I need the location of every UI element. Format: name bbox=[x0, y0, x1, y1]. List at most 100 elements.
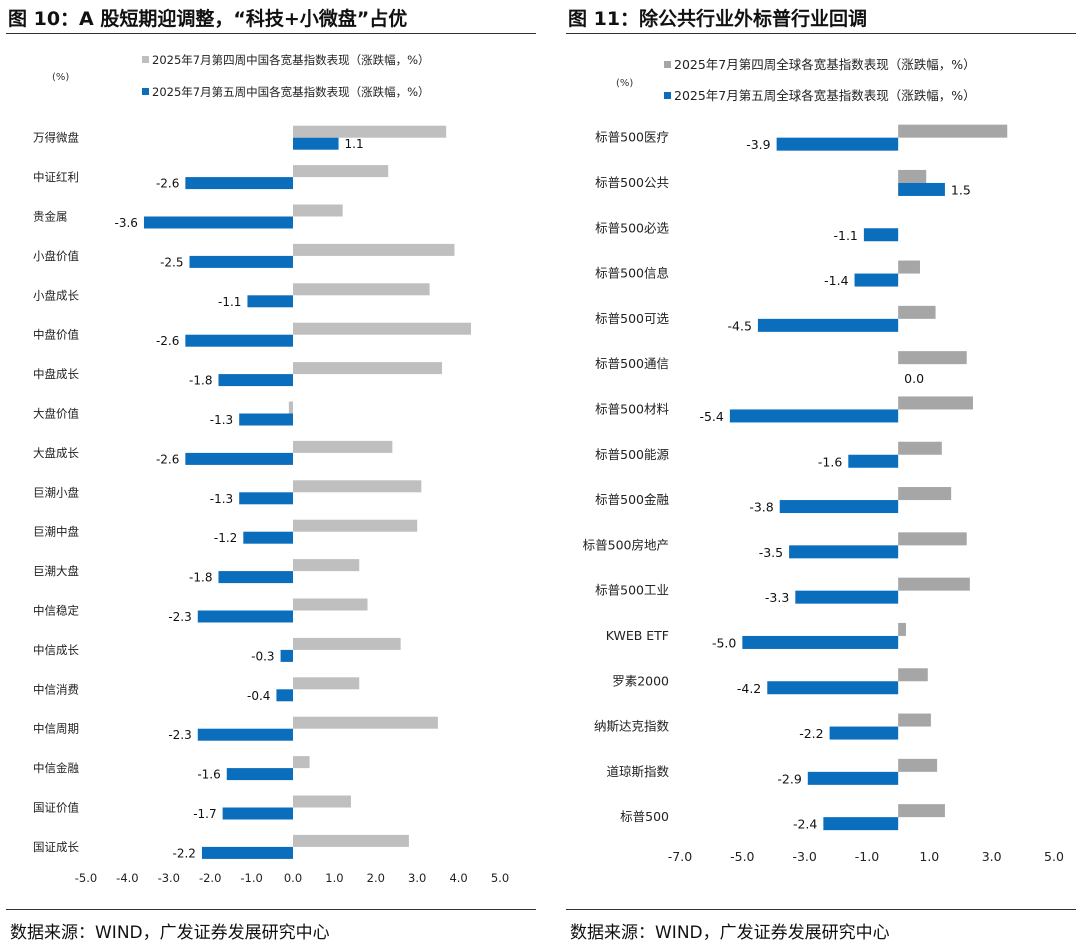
category-label: 贵金属 bbox=[33, 210, 68, 224]
bar-series-2 bbox=[779, 500, 899, 514]
bar-series-2 bbox=[829, 726, 899, 740]
x-tick-label: 1.0 bbox=[919, 849, 939, 864]
data-label: -2.9 bbox=[777, 771, 801, 786]
category-label: 标普500工业 bbox=[595, 583, 669, 598]
category-label: 标普500可选 bbox=[595, 311, 669, 326]
bar-series-2 bbox=[742, 635, 899, 649]
category-label: 罗素2000 bbox=[612, 673, 669, 688]
bar-series-1 bbox=[293, 480, 422, 493]
bar-series-1 bbox=[898, 758, 938, 772]
category-label: 巨潮大盘 bbox=[33, 564, 79, 578]
bar-series-1 bbox=[898, 124, 1008, 138]
data-label: -1.7 bbox=[193, 807, 216, 821]
category-label: KWEB ETF bbox=[606, 628, 669, 643]
bar-series-1 bbox=[293, 362, 443, 375]
x-tick-label: -5.0 bbox=[75, 871, 97, 885]
data-label: -1.6 bbox=[197, 768, 220, 782]
data-label: -1.8 bbox=[189, 374, 212, 388]
category-label: 标普500能源 bbox=[595, 447, 669, 462]
figure-11-title-rule bbox=[566, 33, 1076, 34]
category-label: 标普500信息 bbox=[595, 266, 669, 281]
bar-series-1 bbox=[293, 283, 430, 296]
figure-10-panel: 图 10：A 股短期迎调整，“科技+小微盘”占优 (%) 2025年7月第四周中国… bbox=[6, 8, 536, 943]
bar-series-2 bbox=[197, 610, 293, 623]
data-label: 0.0 bbox=[904, 371, 924, 386]
category-label: 标普500必选 bbox=[595, 220, 669, 235]
bar-series-2 bbox=[239, 413, 293, 426]
bar-series-1 bbox=[898, 260, 920, 274]
bar-series-2 bbox=[767, 681, 899, 695]
data-label: -5.0 bbox=[712, 635, 736, 650]
category-label: 中证红利 bbox=[33, 170, 79, 184]
category-label: 中信稳定 bbox=[33, 604, 79, 618]
legend-swatch-2 bbox=[664, 92, 671, 99]
bar-series-1 bbox=[293, 322, 472, 335]
x-tick-label: -1.0 bbox=[855, 849, 879, 864]
data-label: -2.2 bbox=[799, 726, 823, 741]
bar-series-2 bbox=[243, 531, 293, 544]
data-label: 1.5 bbox=[951, 182, 971, 197]
x-tick-label: -3.0 bbox=[792, 849, 816, 864]
bar-series-2 bbox=[789, 545, 899, 559]
bar-series-2 bbox=[898, 182, 945, 196]
figure-11-bottom-rule bbox=[566, 909, 1076, 910]
figure-10-chart: (%) 2025年7月第四周中国各宽基指数表现（涨跌幅，%） 2025年7月第五周中… bbox=[33, 53, 509, 885]
bar-series-2 bbox=[189, 255, 293, 268]
bar-series-2 bbox=[807, 771, 899, 785]
bar-series-1 bbox=[293, 165, 389, 178]
x-tick-label: 5.0 bbox=[491, 871, 509, 885]
category-label: 万得微盘 bbox=[33, 131, 79, 145]
bar-series-1 bbox=[898, 396, 973, 410]
bar-series-2 bbox=[201, 846, 293, 859]
category-label: 标普500医疗 bbox=[595, 130, 669, 145]
category-label: 小盘价值 bbox=[33, 249, 79, 263]
bar-series-1 bbox=[898, 577, 970, 591]
category-label: 巨潮中盘 bbox=[33, 525, 79, 539]
data-label: -2.2 bbox=[172, 846, 195, 860]
bar-series-2 bbox=[222, 807, 293, 820]
bar-series-1 bbox=[293, 243, 455, 256]
bar-series-2 bbox=[854, 273, 899, 287]
data-label: -1.6 bbox=[818, 454, 842, 469]
bar-series-1 bbox=[293, 559, 360, 572]
category-label: 中信周期 bbox=[33, 722, 79, 736]
category-label: 中盘价值 bbox=[33, 328, 79, 342]
x-tick-label: -2.0 bbox=[199, 871, 221, 885]
bar-series-1 bbox=[288, 401, 293, 414]
bar-series-2 bbox=[848, 454, 899, 468]
bar-series-1 bbox=[898, 351, 967, 365]
category-label: 纳斯达克指数 bbox=[594, 719, 670, 734]
data-label: -0.3 bbox=[251, 649, 274, 663]
y-unit-label: (%) bbox=[52, 72, 69, 83]
bar-series-1 bbox=[293, 598, 368, 611]
bar-series-1 bbox=[293, 834, 409, 847]
legend-swatch-2 bbox=[142, 88, 149, 95]
category-label: 中信成长 bbox=[33, 643, 79, 657]
bar-series-2 bbox=[293, 137, 339, 150]
bar-series-1 bbox=[898, 668, 928, 682]
data-label: -2.4 bbox=[793, 817, 817, 832]
category-label: 标普500 bbox=[620, 809, 669, 824]
bar-series-2 bbox=[823, 817, 899, 831]
x-tick-label: 5.0 bbox=[1044, 849, 1064, 864]
category-label: 大盘价值 bbox=[33, 407, 79, 421]
category-label: 国证成长 bbox=[33, 840, 79, 854]
legend-entry-1: 2025年7月第四周中国各宽基指数表现（涨跌幅，%） bbox=[152, 53, 430, 67]
data-label: -2.3 bbox=[168, 610, 191, 624]
category-label: 大盘成长 bbox=[33, 446, 79, 460]
data-label: -4.5 bbox=[728, 318, 752, 333]
category-label: 标普500通信 bbox=[595, 356, 669, 371]
bar-series-1 bbox=[293, 204, 343, 217]
bar-series-2 bbox=[143, 216, 293, 229]
x-tick-label: 0.0 bbox=[284, 871, 302, 885]
bar-series-1 bbox=[898, 305, 936, 319]
bar-series-2 bbox=[185, 177, 293, 190]
x-tick-label: -3.0 bbox=[158, 871, 180, 885]
bar-series-2 bbox=[239, 492, 293, 505]
bar-series-2 bbox=[185, 334, 293, 347]
data-label: -2.3 bbox=[168, 728, 191, 742]
category-label: 小盘成长 bbox=[33, 288, 79, 302]
bar-series-2 bbox=[280, 649, 293, 662]
data-label: 1.1 bbox=[345, 137, 364, 151]
bar-series-1 bbox=[898, 532, 967, 546]
